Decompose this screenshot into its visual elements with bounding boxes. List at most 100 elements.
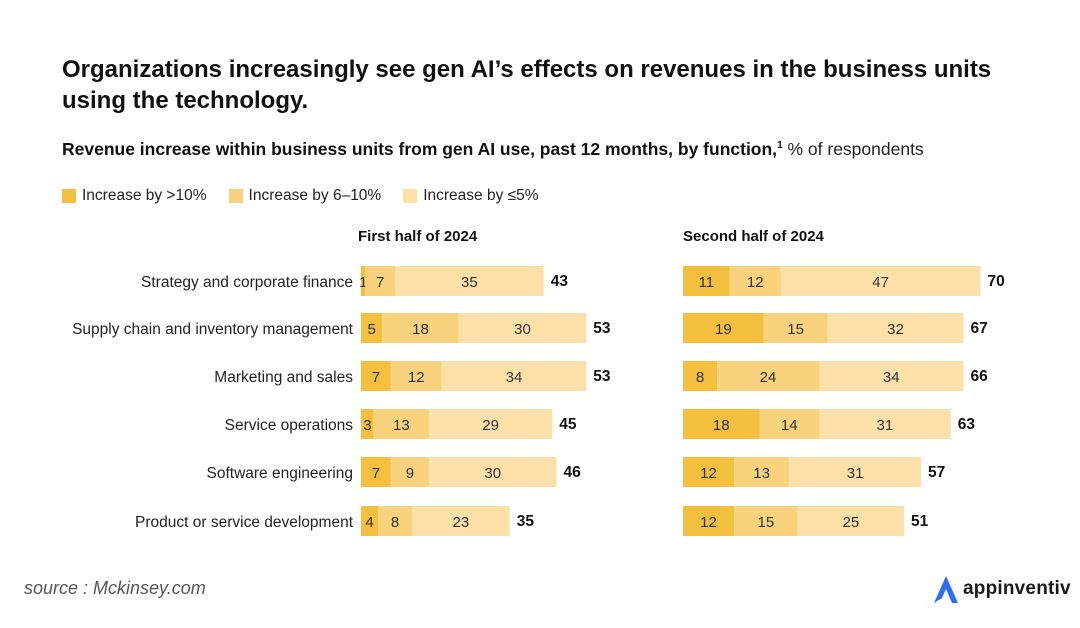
total-label: 57: [928, 464, 945, 481]
category-label: Strategy and corporate finance: [141, 274, 353, 291]
data-label: 12: [700, 465, 717, 482]
bar-segment: [390, 457, 429, 487]
footnote-marker: 1: [777, 140, 783, 152]
data-label: 18: [412, 321, 429, 338]
bar-segment: [683, 457, 734, 487]
bar-segment: [819, 409, 951, 439]
legend: Increase by >10% Increase by 6–10% Incre…: [62, 187, 561, 205]
bar-segment: [429, 457, 557, 487]
legend-label-gt10: Increase by >10%: [82, 187, 207, 204]
data-label: 23: [453, 514, 470, 531]
bar-segment: [361, 361, 391, 391]
data-label: 32: [887, 321, 904, 338]
subtitle-unit: % of respondents: [782, 139, 924, 159]
data-label: 9: [406, 465, 414, 482]
chart-title: Organizations increasingly see gen AI’s …: [62, 56, 992, 114]
bar-segment: [361, 313, 383, 343]
bar-segment: [780, 266, 981, 296]
data-label: 5: [367, 321, 375, 338]
bar-segment: [361, 266, 366, 296]
data-label: 25: [843, 514, 860, 531]
data-label: 12: [747, 274, 764, 291]
bar-segment: [729, 266, 781, 296]
source-note: source : Mckinsey.com: [24, 578, 206, 598]
data-label: 15: [787, 321, 804, 338]
bar-segment: [797, 506, 904, 536]
bar-segment: [365, 266, 395, 296]
bar-segment: [395, 266, 544, 296]
data-label: 47: [872, 274, 889, 291]
total-label: 45: [559, 416, 577, 433]
bar-segment: [827, 313, 964, 343]
data-label: 31: [877, 417, 894, 434]
bar-segment: [683, 266, 730, 296]
panel-title: First half of 2024: [358, 228, 478, 245]
bar-segment: [734, 457, 790, 487]
category-label: Product or service development: [135, 514, 354, 531]
legend-item-le5: Increase by ≤5%: [403, 187, 539, 205]
data-label: 24: [760, 369, 777, 386]
total-label: 70: [988, 273, 1005, 290]
data-label: 34: [883, 369, 900, 386]
bar-segment: [458, 313, 587, 343]
legend-swatch-6-10: [228, 189, 243, 203]
total-label: 53: [593, 368, 611, 385]
data-label: 12: [408, 369, 425, 386]
total-label: 53: [593, 320, 611, 337]
bar-segment: [373, 409, 429, 439]
bar-segment: [819, 361, 964, 391]
data-label: 7: [372, 465, 380, 482]
total-label: 46: [564, 464, 582, 481]
bar-segment: [734, 506, 798, 536]
bar-segment: [429, 409, 553, 439]
data-label: 18: [713, 417, 730, 434]
bar-segment: [361, 457, 391, 487]
total-label: 43: [551, 273, 569, 290]
bar-segment: [683, 409, 760, 439]
data-label: 4: [365, 514, 373, 531]
data-label: 15: [758, 514, 775, 531]
data-label: 14: [781, 417, 798, 434]
data-label: 35: [461, 274, 478, 291]
bar-segment: [789, 457, 921, 487]
data-label: 31: [847, 465, 864, 482]
panel-title: Second half of 2024: [683, 228, 825, 245]
total-label: 35: [517, 513, 535, 530]
bar-segment: [390, 361, 442, 391]
appinventiv-logo-icon: [934, 576, 958, 603]
data-label: 3: [363, 417, 371, 434]
data-label: 29: [482, 417, 499, 434]
total-label: 67: [971, 320, 988, 337]
data-label: 19: [715, 321, 732, 338]
brand-logo: appinventiv: [932, 574, 1071, 604]
data-label: 34: [506, 369, 523, 386]
legend-item-gt10: Increase by >10%: [62, 187, 207, 205]
data-label: 12: [700, 514, 717, 531]
bar-segment: [763, 313, 828, 343]
bar-segment: [361, 409, 374, 439]
data-label: 8: [391, 514, 399, 531]
data-label: 30: [484, 465, 501, 482]
bar-segment: [759, 409, 819, 439]
total-label: 51: [911, 513, 929, 530]
legend-label-le5: Increase by ≤5%: [423, 187, 539, 204]
legend-swatch-gt10: [62, 189, 76, 203]
bar-segment: [717, 361, 819, 391]
bar-segment: [441, 361, 587, 391]
total-label: 63: [958, 416, 976, 433]
data-label: 13: [753, 465, 770, 482]
data-label: 30: [514, 321, 531, 338]
legend-label-6-10: Increase by 6–10%: [248, 187, 382, 204]
data-label: 7: [372, 369, 380, 386]
bar-segment: [683, 313, 764, 343]
bar-segment: [412, 506, 510, 536]
category-label: Service operations: [225, 417, 354, 434]
category-label: Marketing and sales: [214, 369, 353, 386]
data-label: 7: [376, 274, 384, 291]
legend-swatch-le5: [403, 189, 418, 203]
logo-text: appinventiv: [963, 578, 1071, 599]
category-label: Software engineering: [207, 465, 354, 482]
bar-segment: [382, 313, 459, 343]
bar-segment: [378, 506, 412, 536]
